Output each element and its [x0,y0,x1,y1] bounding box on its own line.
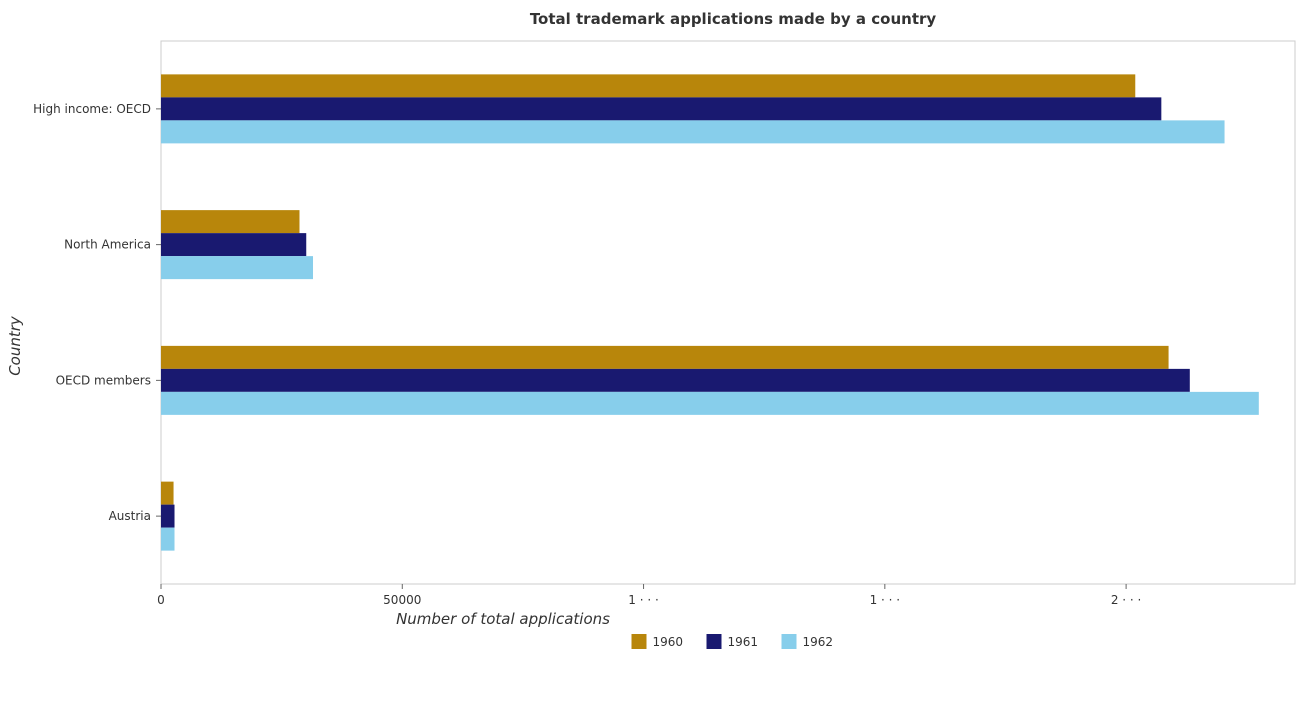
chart-title: Total trademark applications made by a c… [530,10,937,28]
plot-frame [160,40,1296,585]
y-tick-label: Austria [109,509,151,523]
bar-1961-high-income-oecd [161,97,1162,121]
y-axis: High income: OECD North America OECD membe… [33,102,161,523]
legend: 1960 1961 1962 [631,634,834,649]
bar-1962-high-income-oecd [161,120,1225,144]
bar-1960-north-america [161,210,300,234]
y-tick-label: North America [64,238,151,252]
legend-swatch-1960 [631,634,647,649]
bar-1961-austria [161,504,175,528]
legend-swatch-1961 [706,634,722,649]
bar-1962-austria [161,527,175,551]
x-tick-label: 1 · · · [870,593,901,607]
x-axis-label: Number of total applications [396,610,610,628]
legend-label-1960: 1960 [653,635,684,649]
x-tick-label: 2 · · · [1111,593,1142,607]
x-axis: 0 50000 1 · · · 1 · · · 2 · · · [157,584,1141,607]
bar-1961-oecd-members [161,368,1190,392]
legend-label-1961: 1961 [728,635,759,649]
bar-1961-north-america [161,233,307,257]
plot-border [160,40,1296,585]
x-tick-label: 50000 [383,593,421,607]
bar-1960-high-income-oecd [161,74,1136,98]
bars-layer [161,74,1259,551]
bar-1962-north-america [161,256,314,280]
y-tick-label: High income: OECD [33,102,151,116]
legend-label-1962: 1962 [803,635,834,649]
bar-1960-austria [161,481,174,505]
y-axis-label: Country [6,315,24,376]
x-tick-label: 1 · · · [628,593,659,607]
x-tick-label: 0 [157,593,165,607]
y-tick-label: OECD members [56,373,151,387]
bar-1960-oecd-members [161,345,1169,369]
legend-swatch-1962 [781,634,797,649]
bar-1962-oecd-members [161,391,1259,415]
